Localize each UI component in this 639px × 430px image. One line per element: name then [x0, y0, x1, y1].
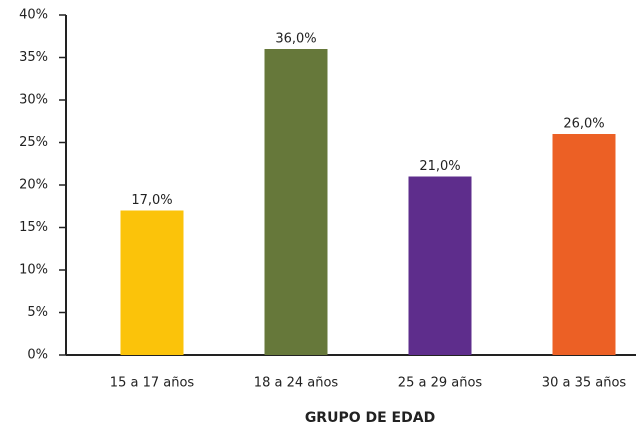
x-tick-label: 18 a 24 años — [254, 376, 339, 391]
bar — [120, 210, 184, 355]
x-tick-label: 15 a 17 años — [110, 376, 195, 391]
bar — [552, 134, 616, 355]
x-tick-label: 25 a 29 años — [398, 376, 483, 391]
y-tick-label: 5% — [27, 305, 48, 320]
x-axis-label: GRUPO DE EDAD — [305, 410, 435, 426]
y-tick-label: 20% — [19, 178, 48, 193]
x-tick-label: 30 a 35 años — [542, 376, 627, 391]
bar — [408, 176, 472, 355]
y-tick-label: 40% — [19, 8, 48, 23]
y-tick-label: 10% — [19, 263, 48, 278]
y-tick-label: 25% — [19, 135, 48, 150]
value-label: 26,0% — [563, 117, 604, 132]
y-tick-label: 15% — [19, 220, 48, 235]
value-label: 21,0% — [419, 159, 460, 174]
y-tick-label: 0% — [27, 348, 48, 363]
value-label: 17,0% — [131, 193, 172, 208]
bar — [264, 49, 328, 355]
y-tick-label: 35% — [19, 50, 48, 65]
value-label: 36,0% — [275, 32, 316, 47]
y-tick-label: 30% — [19, 93, 48, 108]
